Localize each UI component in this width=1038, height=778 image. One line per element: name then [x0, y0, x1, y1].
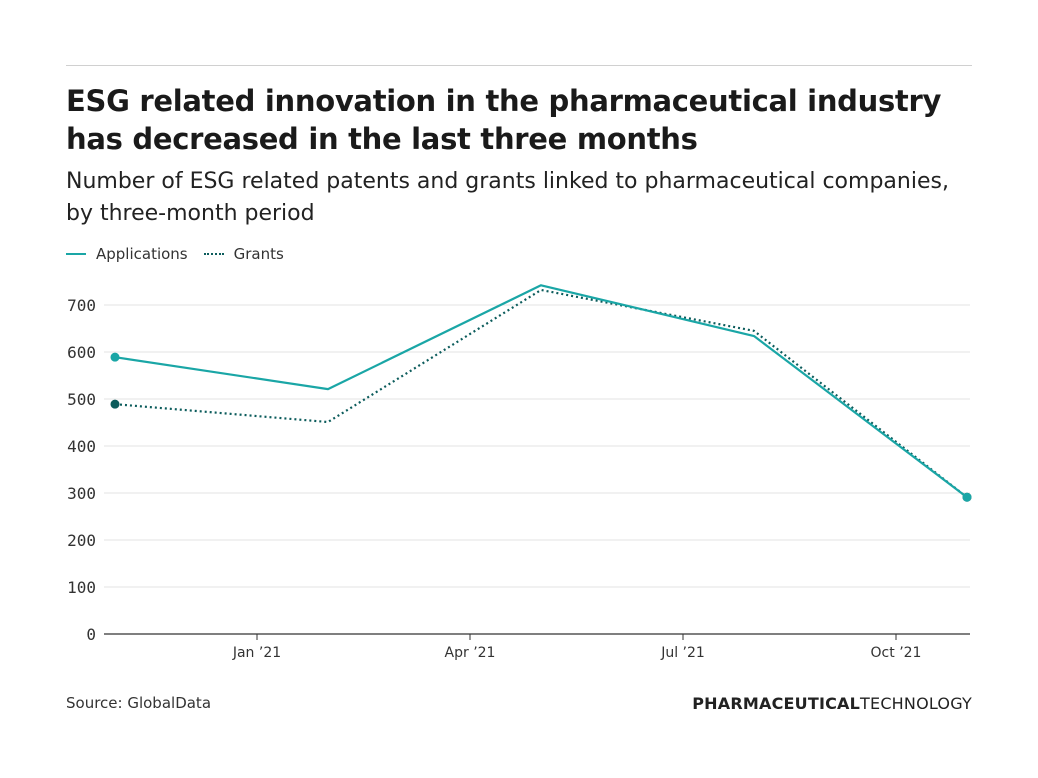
y-tick-label: 300 — [67, 484, 96, 503]
logo-light: TECHNOLOGY — [860, 694, 972, 713]
legend-swatch-applications — [66, 253, 86, 255]
publisher-logo: PHARMACEUTICALTECHNOLOGY — [692, 694, 972, 713]
y-tick-label: 0 — [86, 625, 96, 644]
legend-item-applications: Applications — [66, 245, 188, 263]
chart-title: ESG related innovation in the pharmaceut… — [66, 84, 942, 156]
y-tick-label: 500 — [67, 390, 96, 409]
logo-bold: PHARMACEUTICAL — [692, 694, 861, 713]
legend-label-applications: Applications — [96, 245, 188, 263]
legend-label-grants: Grants — [233, 245, 284, 263]
series-line-applications — [114, 284, 968, 499]
top-rule — [66, 65, 972, 66]
legend: Applications Grants — [66, 245, 300, 263]
data-point-grants — [110, 399, 120, 409]
x-tick-label: Apr ’21 — [445, 645, 496, 661]
legend-item-grants: Grants — [203, 245, 284, 263]
y-tick-label: 400 — [67, 437, 96, 456]
y-tick-label: 200 — [67, 531, 96, 550]
legend-swatch-grants — [203, 253, 224, 255]
x-tick-label: Jan ’21 — [232, 645, 281, 661]
y-tick-label: 600 — [67, 343, 96, 362]
data-point-applications — [110, 352, 120, 362]
source-note: Source: GlobalData — [66, 694, 212, 712]
y-tick-label: 100 — [67, 578, 96, 597]
x-tick-label: Oct ’21 — [871, 645, 922, 661]
series-line-grants — [114, 288, 968, 499]
data-point-applications — [962, 492, 972, 502]
y-tick-label: 700 — [67, 296, 96, 315]
x-tick-label: Jul ’21 — [660, 645, 705, 661]
chart-subtitle: Number of ESG related patents and grants… — [66, 169, 949, 226]
